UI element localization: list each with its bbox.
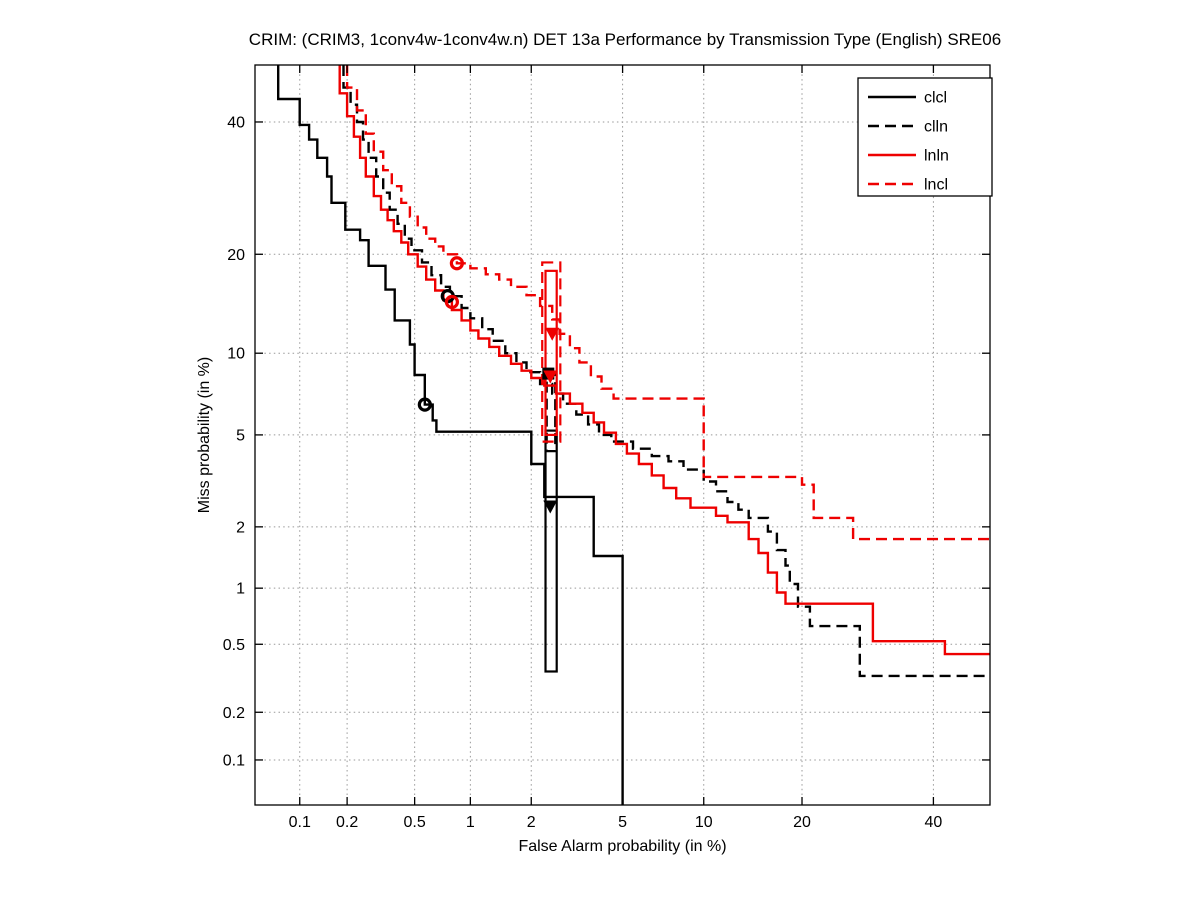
dcf-box-clcl bbox=[544, 429, 558, 673]
marker-triangle-lncl bbox=[545, 327, 560, 341]
legend-label: clln bbox=[924, 119, 948, 136]
marker-circle-clcl bbox=[417, 397, 432, 412]
legend-entry: clcl bbox=[868, 90, 947, 107]
y-tick-label: 5 bbox=[236, 427, 245, 444]
legend-entry: lncl bbox=[868, 177, 948, 194]
marker-triangle-clcl bbox=[543, 500, 558, 514]
dcf-box-lncl bbox=[541, 261, 562, 443]
y-tick-label: 0.1 bbox=[223, 752, 245, 769]
tick-labels: 0.1 0.2 0.5 1 2 5 10 20 40 40 20 10 5 2 1 0.5 0.2 0.1 bbox=[223, 114, 943, 831]
dcf-box-lnln bbox=[544, 269, 558, 437]
y-tick-label: 0.2 bbox=[223, 705, 245, 722]
det-curve-clln bbox=[342, 65, 990, 678]
x-tick-label: 0.5 bbox=[404, 814, 426, 831]
legend: clcl clln lnln lncl bbox=[857, 77, 993, 197]
marker-circle-lncl bbox=[449, 256, 464, 271]
x-tick-label: 1 bbox=[466, 814, 475, 831]
chart-title: CRIM: (CRIM3, 1conv4w-1conv4w.n) DET 13a… bbox=[248, 30, 1002, 49]
legend-label: lnln bbox=[924, 148, 949, 165]
y-axis-label: Miss probability (in %) bbox=[196, 356, 213, 514]
x-tick-label: 5 bbox=[618, 814, 627, 831]
y-tick-label: 40 bbox=[227, 114, 245, 131]
x-tick-label: 2 bbox=[527, 814, 536, 831]
legend-entry: clln bbox=[868, 119, 948, 136]
y-tick-label: 0.5 bbox=[223, 637, 245, 654]
x-tick-label: 0.2 bbox=[336, 814, 358, 831]
x-tick-label: 0.1 bbox=[289, 814, 311, 831]
ticks bbox=[255, 65, 990, 805]
x-axis-label: False Alarm probability (in %) bbox=[518, 838, 727, 855]
y-tick-label: 2 bbox=[236, 519, 245, 536]
det-curve-lncl bbox=[345, 65, 990, 541]
det-curve-lnln bbox=[338, 65, 990, 656]
curves bbox=[277, 65, 990, 805]
marker-triangle-lnln bbox=[543, 370, 558, 384]
y-tick-label: 1 bbox=[236, 581, 245, 598]
x-tick-label: 20 bbox=[793, 814, 811, 831]
legend-label: lncl bbox=[924, 177, 948, 194]
y-tick-label: 20 bbox=[227, 247, 245, 264]
det-curve-clcl bbox=[277, 65, 624, 805]
legend-entry: lnln bbox=[868, 148, 949, 165]
x-tick-label: 10 bbox=[695, 814, 713, 831]
x-tick-label: 40 bbox=[925, 814, 943, 831]
legend-label: clcl bbox=[924, 90, 947, 107]
y-tick-label: 10 bbox=[227, 346, 245, 363]
marker-circle-lnln bbox=[444, 294, 460, 310]
